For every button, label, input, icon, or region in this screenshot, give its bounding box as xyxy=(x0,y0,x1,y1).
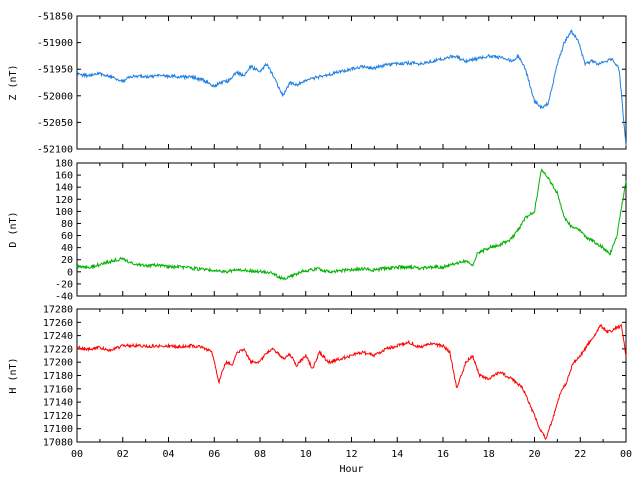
x-tick-label: 00 xyxy=(620,449,632,460)
x-tick-label: 04 xyxy=(162,449,174,460)
y-tick-label: 60 xyxy=(61,231,73,242)
y-tick-label: 0 xyxy=(67,267,73,278)
x-tick-label: 08 xyxy=(254,449,266,460)
y-tick-label: -52050 xyxy=(37,118,73,129)
x-tick-label: 22 xyxy=(574,449,586,460)
y-tick-label: -51950 xyxy=(37,65,73,76)
y-tick-label: 80 xyxy=(61,219,73,230)
y-tick-label: -40 xyxy=(55,292,73,303)
y-axis-label: D (nT) xyxy=(8,211,19,247)
y-tick-label: -20 xyxy=(55,279,73,290)
y-tick-label: 180 xyxy=(55,159,73,170)
x-tick-label: 00 xyxy=(71,449,83,460)
y-tick-label: 17280 xyxy=(43,305,73,316)
y-tick-label: -51900 xyxy=(37,38,73,49)
y-tick-label: 160 xyxy=(55,171,73,182)
y-tick-label: 17240 xyxy=(43,331,73,342)
y-tick-label: 17120 xyxy=(43,411,73,422)
y-tick-label: 120 xyxy=(55,195,73,206)
panel-frame xyxy=(76,162,627,297)
x-tick-label: 18 xyxy=(483,449,495,460)
y-axis-label: Z (nT) xyxy=(8,64,19,100)
y-tick-label: 17140 xyxy=(43,398,73,409)
y-tick-label: 17100 xyxy=(43,424,73,435)
x-tick-label: 10 xyxy=(300,449,312,460)
y-tick-label: 40 xyxy=(61,243,73,254)
y-tick-label: -51850 xyxy=(37,12,73,23)
y-tick-label: 17260 xyxy=(43,318,73,329)
series-line-d xyxy=(76,168,627,281)
y-tick-label: -52000 xyxy=(37,91,73,102)
x-axis-label: Hour xyxy=(339,464,363,475)
y-tick-label: 20 xyxy=(61,255,73,266)
y-tick-label: 140 xyxy=(55,183,73,194)
y-tick-label: 17080 xyxy=(43,438,73,449)
x-tick-label: 12 xyxy=(345,449,357,460)
panel-z: -51850 -51900 -51950 -52000 -52050 -52100 Z (n… xyxy=(8,12,627,156)
series-line-z xyxy=(76,28,627,146)
y-tick-label: 17200 xyxy=(43,358,73,369)
y-tick-label: 17160 xyxy=(43,384,73,395)
y-tick-label: 17220 xyxy=(43,344,73,355)
x-tick-label: 14 xyxy=(391,449,403,460)
y-axis-label: H (nT) xyxy=(8,357,19,393)
series-line-h xyxy=(76,323,627,441)
chart-panels: -51850 -51900 -51950 -52000 -52050 -52100 Z (n… xyxy=(8,12,632,461)
x-tick-label: 16 xyxy=(437,449,449,460)
panel-h: 17280 17260 17240 17220 17200 17180 17160 17140… xyxy=(8,305,632,461)
x-tick-label: 20 xyxy=(528,449,540,460)
panel-frame xyxy=(76,308,627,443)
y-tick-label: -52100 xyxy=(37,145,73,156)
panel-frame xyxy=(76,15,627,150)
x-tick-label: 06 xyxy=(208,449,220,460)
y-tick-label: 17180 xyxy=(43,371,73,382)
x-tick-label: 02 xyxy=(117,449,129,460)
y-tick-label: 100 xyxy=(55,207,73,218)
